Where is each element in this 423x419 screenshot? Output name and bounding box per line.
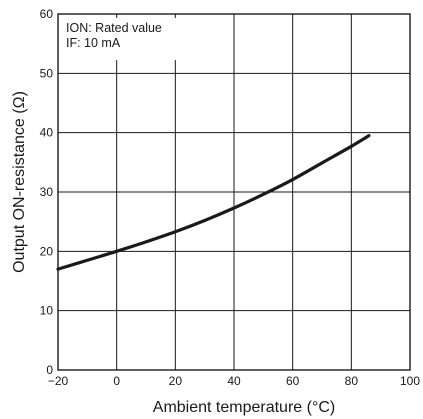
plot-frame — [57, 13, 411, 371]
y-axis-label: Output ON-resistance (Ω) — [11, 91, 28, 273]
y-tick-label: 10 — [40, 304, 54, 318]
series-layer — [56, 134, 371, 271]
x-tick-label: 100 — [400, 374, 420, 388]
y-tick-label: 20 — [40, 244, 54, 258]
x-tick-label: 20 — [169, 374, 183, 388]
x-tick-label: 0 — [113, 374, 120, 388]
y-tick-label: 40 — [40, 126, 54, 140]
x-tick-label: 80 — [345, 374, 359, 388]
y-tick-label: 30 — [40, 185, 54, 199]
grid — [58, 14, 410, 370]
x-tick-label: 40 — [227, 374, 241, 388]
y-tick-label: 50 — [40, 66, 54, 80]
x-axis-label: Ambient temperature (°C) — [153, 399, 335, 416]
x-tick-label: 60 — [286, 374, 300, 388]
annotation-line: IF: 10 mA — [66, 36, 121, 50]
y-tick-label: 0 — [46, 363, 53, 377]
x-tick-label: −20 — [48, 374, 69, 388]
annotation-background — [63, 18, 211, 60]
series-line — [56, 134, 371, 271]
y-tick-label: 60 — [40, 7, 54, 21]
annotation-line: ION: Rated value — [66, 21, 162, 35]
